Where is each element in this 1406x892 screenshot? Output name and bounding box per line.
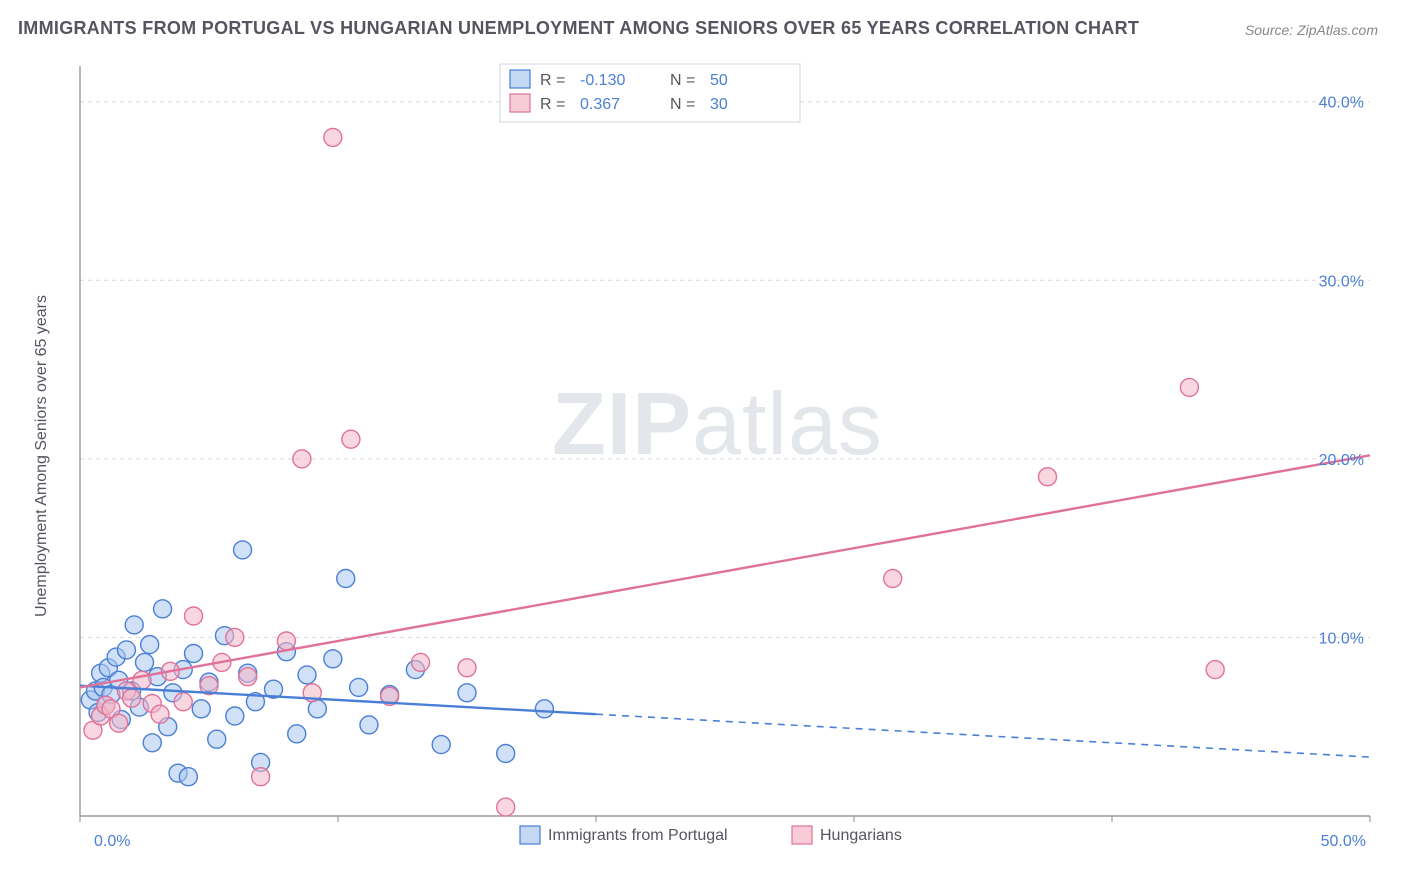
- data-point: [432, 736, 450, 754]
- data-point: [208, 730, 226, 748]
- data-point: [226, 707, 244, 725]
- data-point: [535, 700, 553, 718]
- y-tick-label: 40.0%: [1319, 95, 1364, 112]
- data-point: [179, 768, 197, 786]
- trend-line-dashed: [596, 714, 1370, 757]
- data-point: [1180, 378, 1198, 396]
- legend-n-label: N =: [670, 96, 695, 113]
- data-point: [412, 653, 430, 671]
- y-axis-label: Unemployment Among Seniors over 65 years: [33, 295, 51, 617]
- scatter-plot: R = -0.130 N = 50 R = 0.367 N = 30 Immigrants f…: [70, 56, 1385, 856]
- data-point: [185, 645, 203, 663]
- data-point: [1039, 468, 1057, 486]
- data-point: [143, 734, 161, 752]
- data-point: [360, 716, 378, 734]
- x-tick-label: 50.0%: [1321, 833, 1366, 850]
- legend-n-value: 30: [710, 96, 728, 113]
- legend-r-label: R =: [540, 72, 565, 89]
- data-point: [234, 541, 252, 559]
- y-tick-label: 20.0%: [1319, 452, 1364, 469]
- y-tick-label: 10.0%: [1319, 630, 1364, 647]
- legend-r-value: -0.130: [580, 72, 625, 89]
- data-point: [350, 678, 368, 696]
- legend-n-value: 50: [710, 72, 728, 89]
- legend-series-label: Immigrants from Portugal: [548, 827, 728, 844]
- data-point: [324, 650, 342, 668]
- data-point: [252, 768, 270, 786]
- legend-series-label: Hungarians: [820, 827, 902, 844]
- x-tick-label: 0.0%: [94, 833, 130, 850]
- data-point: [288, 725, 306, 743]
- data-point: [226, 628, 244, 646]
- data-point: [110, 714, 128, 732]
- legend-swatch: [510, 94, 530, 112]
- data-point: [298, 666, 316, 684]
- data-point: [151, 705, 169, 723]
- legend-n-label: N =: [670, 72, 695, 89]
- data-point: [1206, 661, 1224, 679]
- data-point: [154, 600, 172, 618]
- data-point: [458, 659, 476, 677]
- data-point: [458, 684, 476, 702]
- data-point: [497, 745, 515, 763]
- data-point: [192, 700, 210, 718]
- data-point: [308, 700, 326, 718]
- data-point: [125, 616, 143, 634]
- data-point: [141, 636, 159, 654]
- chart-title: IMMIGRANTS FROM PORTUGAL VS HUNGARIAN UN…: [18, 18, 1139, 39]
- data-point: [117, 641, 135, 659]
- source-label: Source: ZipAtlas.com: [1245, 22, 1378, 38]
- data-point: [174, 693, 192, 711]
- data-point: [324, 128, 342, 146]
- data-point: [293, 450, 311, 468]
- chart-container: Unemployment Among Seniors over 65 years…: [50, 56, 1385, 856]
- legend-r-label: R =: [540, 96, 565, 113]
- data-point: [884, 570, 902, 588]
- data-point: [123, 689, 141, 707]
- data-point: [136, 653, 154, 671]
- legend-swatch: [520, 826, 540, 844]
- y-tick-label: 30.0%: [1319, 273, 1364, 290]
- data-point: [337, 570, 355, 588]
- data-point: [239, 668, 257, 686]
- data-point: [497, 798, 515, 816]
- data-point: [277, 632, 295, 650]
- data-point: [342, 430, 360, 448]
- legend-swatch: [792, 826, 812, 844]
- legend-r-value: 0.367: [580, 96, 620, 113]
- trend-line: [80, 455, 1370, 687]
- legend-swatch: [510, 70, 530, 88]
- data-point: [185, 607, 203, 625]
